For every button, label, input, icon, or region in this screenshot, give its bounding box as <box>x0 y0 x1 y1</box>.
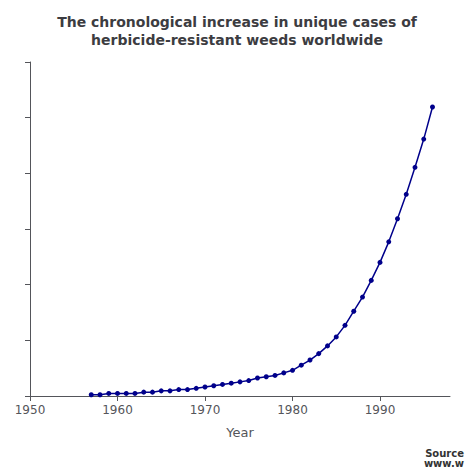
svg-text:1950: 1950 <box>15 403 46 417</box>
svg-text:The chronological increase in: The chronological increase in unique cas… <box>57 14 418 30</box>
svg-text:herbicide-resistant weeds worl: herbicide-resistant weeds worldwide <box>91 32 383 48</box>
svg-text:1960: 1960 <box>102 403 133 417</box>
svg-text:Source: Source <box>425 447 464 459</box>
svg-text:1990: 1990 <box>365 403 396 417</box>
svg-text:1980: 1980 <box>277 403 308 417</box>
svg-text:www.w: www.w <box>424 458 464 469</box>
svg-text:Year: Year <box>225 425 254 440</box>
svg-text:1970: 1970 <box>190 403 221 417</box>
